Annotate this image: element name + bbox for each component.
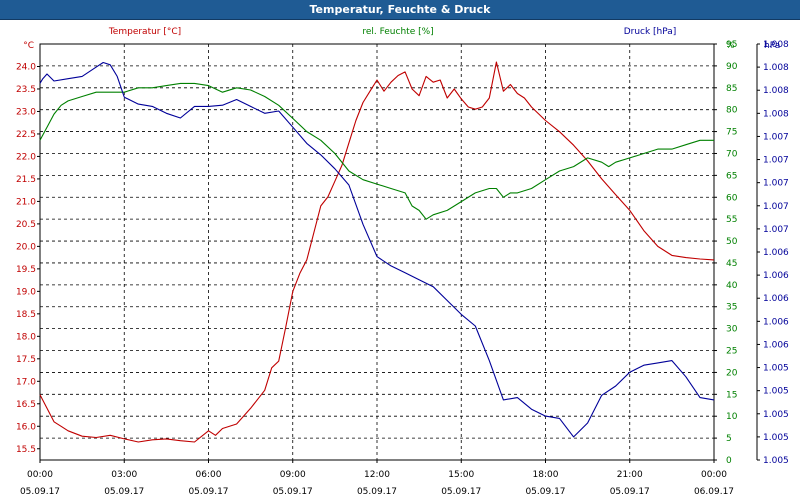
x-tick-time-label: 00:00 <box>27 470 53 480</box>
humidity-tick-label: 65 <box>726 171 737 181</box>
humidity-tick-label: 80 <box>726 106 738 116</box>
humidity-tick-label: 55 <box>726 215 737 225</box>
x-tick-date-label: 05.09.17 <box>273 487 313 497</box>
temperature-tick-label: 19.0 <box>16 287 36 297</box>
temperature-unit-label: °C <box>23 41 34 51</box>
pressure-tick-label: 1.008 <box>763 109 789 119</box>
x-tick-time-label: 00:00 <box>701 470 727 480</box>
x-tick-date-label: 05.09.17 <box>357 487 397 497</box>
x-tick-time-label: 09:00 <box>280 470 306 480</box>
x-tick-date-label: 05.09.17 <box>525 487 565 497</box>
window-title: Temperatur, Feuchte & Druck <box>309 3 491 16</box>
temperature-tick-label: 17.0 <box>16 377 36 387</box>
humidity-tick-label: 5 <box>726 434 732 444</box>
x-tick-date-label: 05.09.17 <box>610 487 650 497</box>
x-tick-date-label: 05.09.17 <box>441 487 481 497</box>
pressure-tick-label: 1.005 <box>763 410 789 420</box>
humidity-tick-label: 85 <box>726 84 737 94</box>
temperature-tick-label: 22.0 <box>16 152 36 162</box>
pressure-series-line <box>39 61 715 438</box>
humidity-series-line <box>39 82 714 220</box>
humidity-tick-label: 20 <box>726 368 738 378</box>
x-tick-date-label: 05.09.17 <box>20 487 60 497</box>
humidity-tick-label: 35 <box>726 303 737 313</box>
axes: 15.5 16.0 16.5 17.0 17.5 18.0 18.5 19.0 19.5 20.0… <box>16 40 789 497</box>
humidity-tick-label: 95 <box>726 40 737 50</box>
temperature-tick-label: 22.5 <box>16 130 36 140</box>
temperature-tick-label: 21.0 <box>16 197 36 207</box>
pressure-tick-label: 1.007 <box>763 202 789 212</box>
pressure-tick-label: 1.008 <box>763 40 789 50</box>
temperature-tick-label: 20.0 <box>16 242 36 252</box>
grid-lines <box>40 44 714 460</box>
humidity-axis-title: rel. Feuchte [%] <box>362 27 433 37</box>
pressure-tick-label: 1.005 <box>763 387 789 397</box>
title-bar: Temperatur, Feuchte & Druck <box>0 0 800 20</box>
pressure-tick-label: 1.007 <box>763 132 789 142</box>
pressure-tick-label: 1.006 <box>763 294 789 304</box>
pressure-tick-label: 1.006 <box>763 317 789 327</box>
humidity-tick-label: 25 <box>726 347 737 357</box>
pressure-tick-label: 1.007 <box>763 225 789 235</box>
humidity-tick-label: 90 <box>726 62 738 72</box>
pressure-tick-label: 1.006 <box>763 340 789 350</box>
x-tick-date-label: 06.09.17 <box>694 487 734 497</box>
x-tick-time-label: 03:00 <box>111 470 137 480</box>
humidity-tick-label: 60 <box>726 193 738 203</box>
temperature-tick-label: 23.5 <box>16 85 36 95</box>
temperature-tick-label: 18.5 <box>16 310 36 320</box>
x-tick-time-label: 12:00 <box>364 470 390 480</box>
humidity-tick-label: 50 <box>726 237 738 247</box>
temperature-axis-title: Temperatur [°C] <box>108 27 181 37</box>
temperature-tick-label: 16.5 <box>16 400 36 410</box>
pressure-tick-label: 1.008 <box>763 63 789 73</box>
x-tick-date-label: 05.09.17 <box>188 487 228 497</box>
x-tick-time-label: 21:00 <box>617 470 643 480</box>
temperature-tick-label: 20.5 <box>16 220 36 230</box>
pressure-unit-label: hPa <box>764 41 780 51</box>
humidity-unit-label: % <box>726 41 735 51</box>
humidity-tick-label: 70 <box>726 149 738 159</box>
pressure-axis-title: Druck [hPa] <box>624 27 677 37</box>
pressure-tick-label: 1.005 <box>763 433 789 443</box>
temperature-tick-label: 18.0 <box>16 332 36 342</box>
x-tick-time-label: 06:00 <box>196 470 222 480</box>
humidity-tick-label: 40 <box>726 281 738 291</box>
temperature-tick-label: 24.0 <box>16 62 36 72</box>
temperature-tick-label: 19.5 <box>16 265 36 275</box>
humidity-tick-label: 10 <box>726 412 738 422</box>
plot-area <box>39 43 715 461</box>
pressure-tick-label: 1.005 <box>763 364 789 374</box>
pressure-tick-label: 1.005 <box>763 456 789 466</box>
x-tick-time-label: 18:00 <box>533 470 559 480</box>
pressure-tick-label: 1.007 <box>763 156 789 166</box>
humidity-tick-label: 30 <box>726 325 738 335</box>
series-lines <box>39 61 715 443</box>
temperature-tick-label: 21.5 <box>16 175 36 185</box>
humidity-tick-label: 75 <box>726 128 737 138</box>
pressure-tick-label: 1.007 <box>763 179 789 189</box>
temperature-tick-label: 15.5 <box>16 445 36 455</box>
humidity-tick-label: 0 <box>726 456 732 466</box>
humidity-tick-label: 15 <box>726 390 737 400</box>
temperature-tick-label: 23.0 <box>16 107 36 117</box>
pressure-tick-label: 1.006 <box>763 271 789 281</box>
x-tick-date-label: 05.09.17 <box>104 487 144 497</box>
x-tick-time-label: 15:00 <box>448 470 474 480</box>
pressure-tick-label: 1.008 <box>763 86 789 96</box>
humidity-tick-label: 45 <box>726 259 737 269</box>
axis-headers: Temperatur [°C] rel. Feuchte [%] Druck [… <box>23 27 780 51</box>
temperature-tick-label: 16.0 <box>16 422 36 432</box>
pressure-tick-label: 1.006 <box>763 248 789 258</box>
temperature-tick-label: 17.5 <box>16 355 36 365</box>
temperature-series-line <box>39 61 715 443</box>
